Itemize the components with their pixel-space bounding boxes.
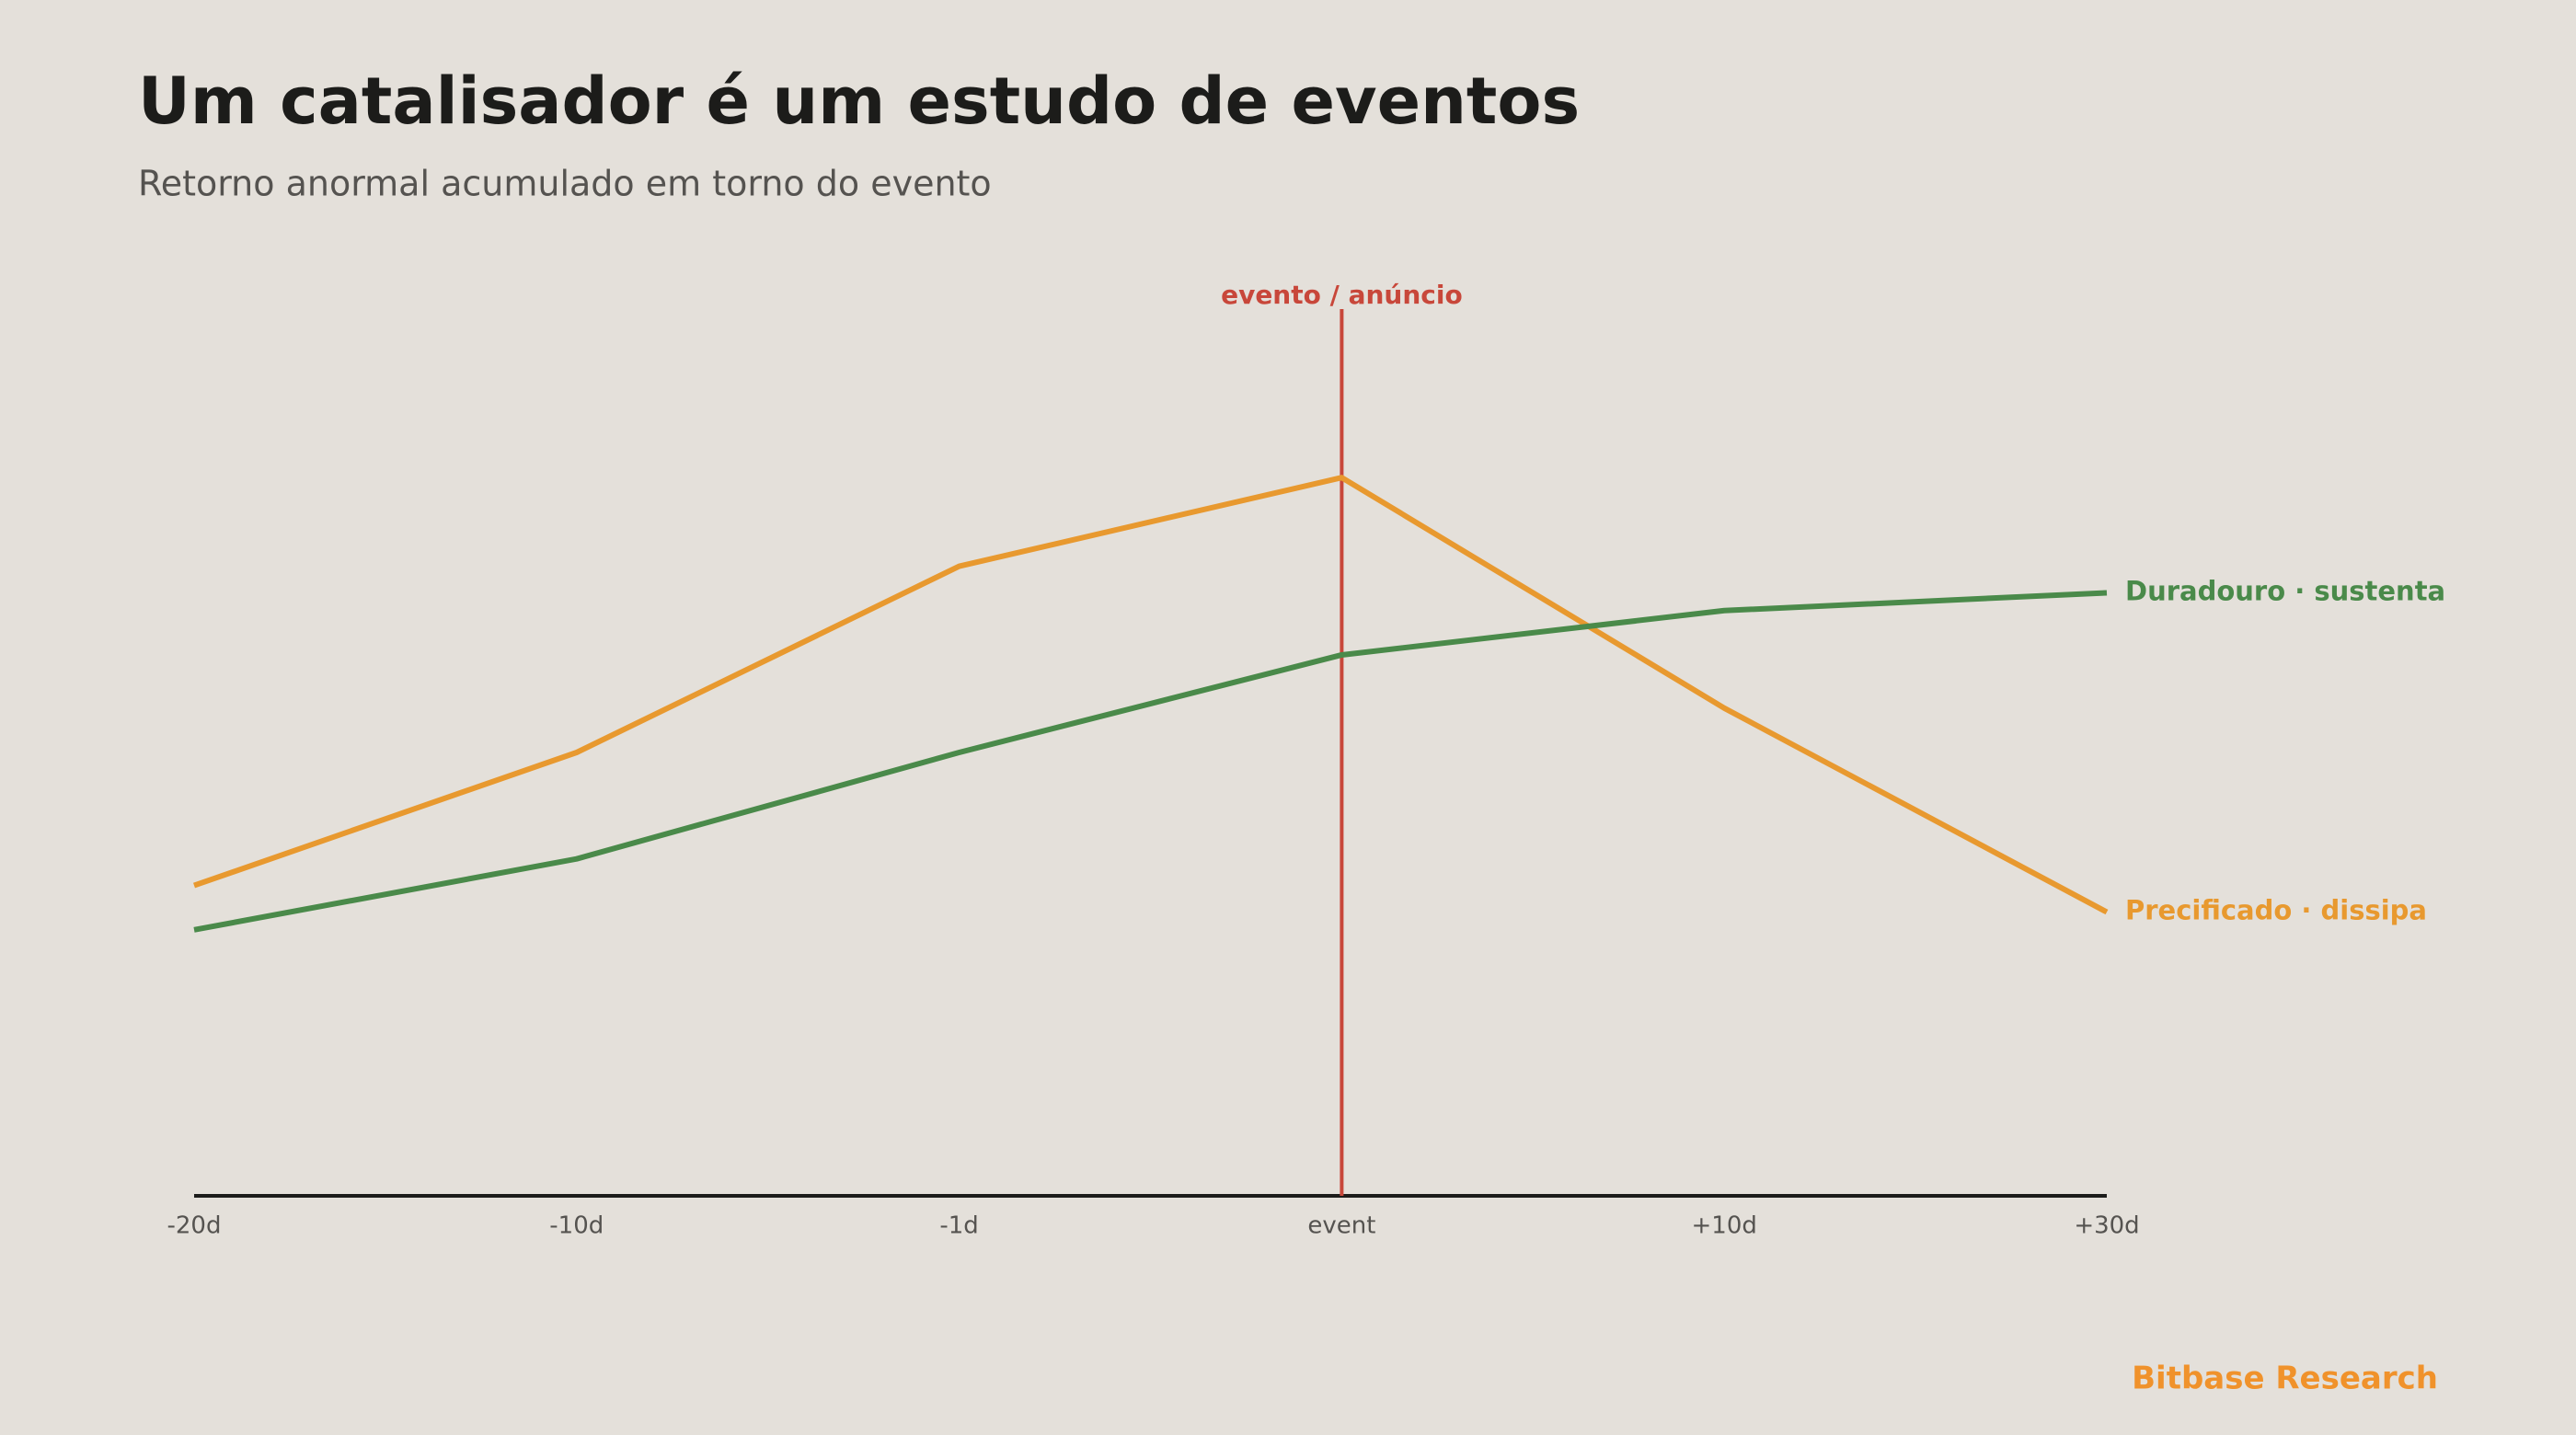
x-tick-label: -10d: [549, 1212, 604, 1240]
x-tick-label: +30d: [2074, 1212, 2139, 1240]
x-tick-label: -20d: [167, 1212, 222, 1240]
series-line: [193, 590, 2108, 933]
event-label: evento / anúncio: [1221, 280, 1463, 310]
source: Bitbase Research: [2132, 1360, 2438, 1397]
x-tick-label: +10d: [1692, 1212, 1757, 1240]
chart-title: Um catalisador é um estudo de eventos: [138, 63, 1580, 139]
series-line: [193, 475, 2109, 915]
series-label: Precificado · dissipa: [2125, 895, 2427, 926]
chart-subtitle: Retorno anormal acumulado em torno do ev…: [138, 164, 992, 204]
x-tick-label: -1d: [939, 1212, 978, 1240]
x-tick-label: event: [1307, 1212, 1375, 1240]
series-label: Duradouro · sustenta: [2125, 575, 2445, 606]
